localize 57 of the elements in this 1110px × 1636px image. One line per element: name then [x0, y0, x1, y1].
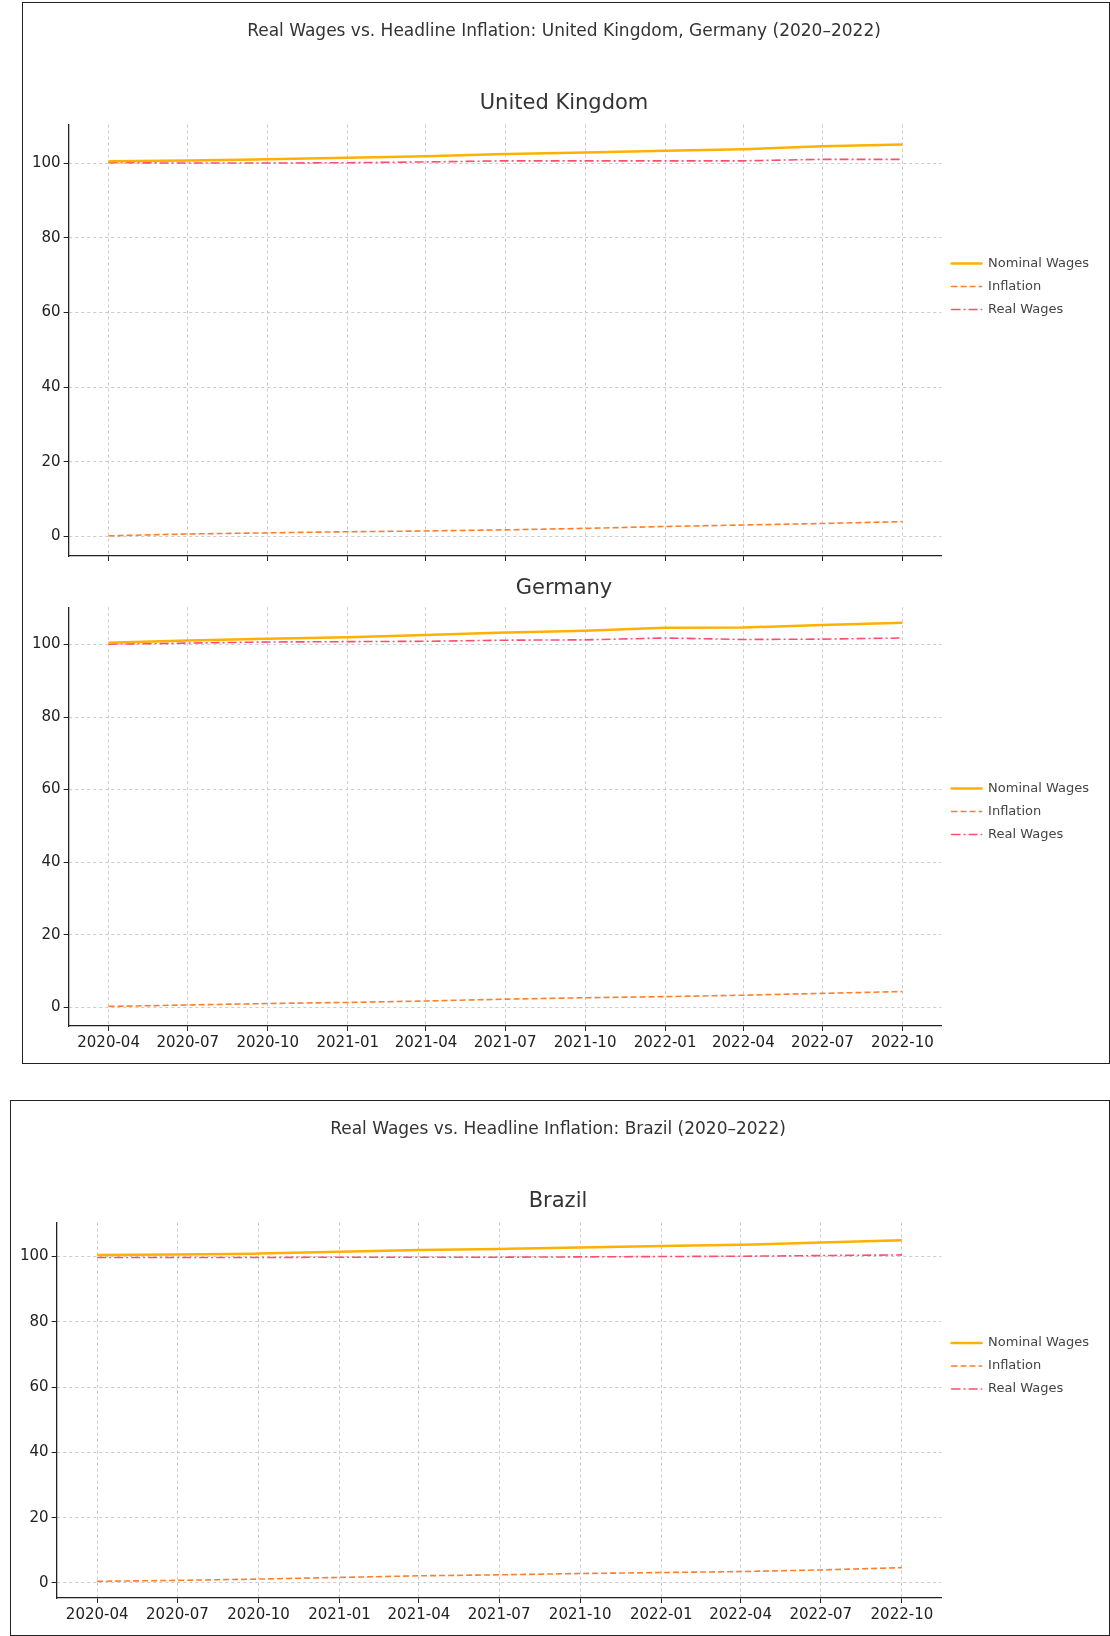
y-tick-label: 80: [41, 227, 61, 246]
x-tick-label: 2020-04: [77, 1032, 140, 1051]
y-tick-label: 60: [29, 1377, 49, 1396]
chart-title: Real Wages vs. Headline Inflation: Brazil (2020–2022): [330, 1117, 786, 1138]
y-tick-label: 0: [51, 997, 61, 1016]
y-tick-label: 80: [29, 1311, 49, 1330]
x-tick-label: 2021-04: [387, 1604, 451, 1623]
x-tick-label: 2020-07: [146, 1604, 209, 1623]
legend-label: Real Wages: [988, 1380, 1064, 1396]
y-tick-label: 100: [31, 634, 61, 653]
x-tick-label: 2022-01: [629, 1604, 693, 1623]
y-tick-label: 0: [39, 1572, 49, 1591]
line-series: [107, 520, 904, 537]
legend-label: Nominal Wages: [988, 779, 1090, 795]
y-tick-label: 60: [41, 779, 61, 798]
x-tick-label: 2022-04: [712, 1032, 775, 1051]
y-tick-label: 0: [51, 526, 61, 545]
legend-label: Real Wages: [988, 825, 1064, 841]
x-tick-label: 2021-01: [316, 1032, 380, 1051]
y-tick-label: 20: [29, 1507, 49, 1526]
legend-label: Inflation: [988, 802, 1042, 818]
x-tick-label: 2021-10: [548, 1604, 612, 1623]
legend-label: Inflation: [988, 277, 1042, 293]
x-tick-label: 2020-04: [65, 1604, 129, 1623]
x-tick-label: 2021-07: [467, 1604, 531, 1623]
y-tick-label: 100: [31, 152, 61, 171]
x-tick-label: 2021-04: [394, 1032, 458, 1051]
y-tick-label: 20: [41, 451, 61, 470]
chart-title: Real Wages vs. Headline Inflation: United Kingdom, Germany (2020–2022): [247, 19, 881, 40]
x-tick-label: 2020-10: [236, 1032, 300, 1051]
x-tick-label: 2022-07: [789, 1604, 853, 1623]
line-series: [107, 990, 904, 1008]
line-series: [96, 1566, 903, 1583]
y-tick-label: 100: [19, 1246, 49, 1265]
legend-label: Nominal Wages: [988, 1334, 1090, 1350]
legend-label: Real Wages: [988, 300, 1064, 316]
x-tick-label: 2021-07: [473, 1032, 537, 1051]
y-tick-label: 40: [41, 852, 61, 870]
chart-title: Germany: [515, 575, 613, 600]
y-tick-label: 80: [41, 706, 61, 725]
chart-subtitle: United Kingdom: [479, 90, 649, 115]
x-tick-label: 2022-10: [870, 1604, 934, 1623]
y-tick-label: 20: [41, 924, 61, 943]
legend-label: Nominal Wages: [988, 254, 1090, 270]
x-tick-label: 2022-10: [871, 1032, 934, 1051]
x-tick-label: 2021-01: [308, 1604, 371, 1623]
x-tick-label: 2020-10: [227, 1604, 290, 1623]
x-tick-label: 2022-07: [791, 1032, 854, 1051]
y-tick-label: 40: [41, 377, 61, 396]
x-tick-label: 2022-01: [633, 1032, 697, 1051]
x-tick-label: 2020-07: [156, 1032, 220, 1051]
y-tick-label: 60: [41, 302, 61, 321]
x-tick-label: 2021-10: [553, 1032, 617, 1051]
chart-subtitle: Brazil: [528, 1188, 588, 1213]
y-tick-label: 40: [29, 1442, 49, 1461]
legend-label: Inflation: [988, 1357, 1042, 1373]
x-tick-label: 2022-04: [709, 1604, 772, 1623]
